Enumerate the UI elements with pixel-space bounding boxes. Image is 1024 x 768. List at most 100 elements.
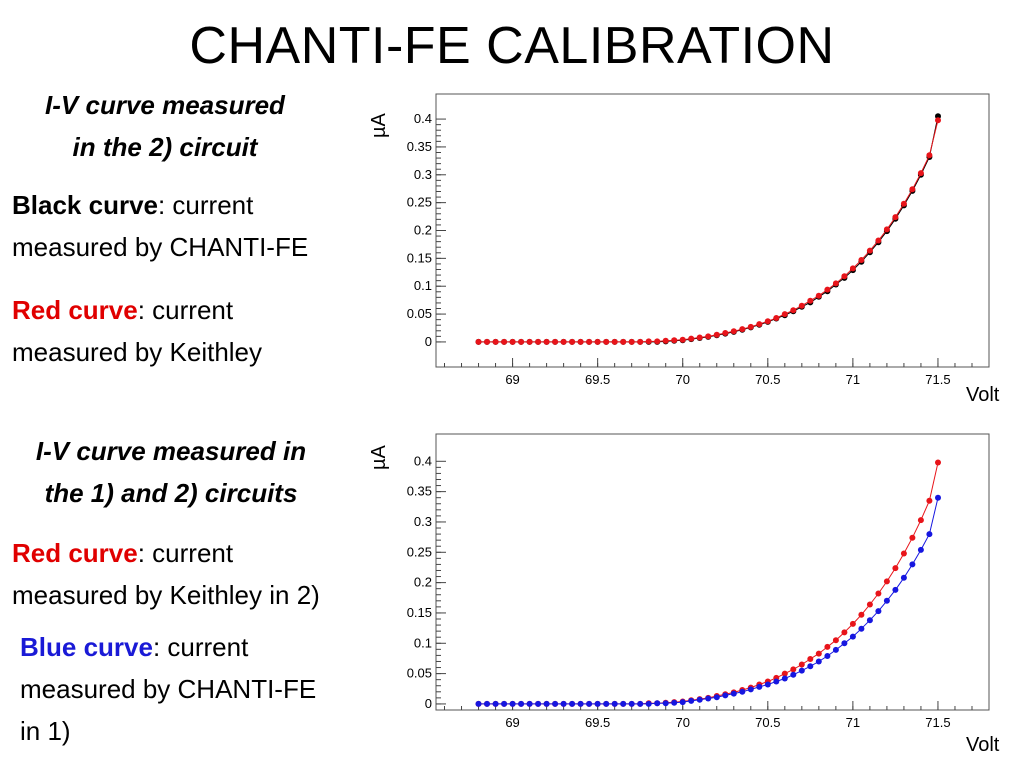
chart1-series-red-point xyxy=(875,237,882,244)
chart2-series-blue-point xyxy=(807,663,814,670)
panel1-red-description: Red curve: current measured by Keithley xyxy=(12,289,262,373)
chart1-series-red-point xyxy=(620,338,627,345)
chart1-series-red-point xyxy=(484,338,490,345)
red-curve-label: Red curve xyxy=(12,295,138,325)
red-curve-label-2: Red curve xyxy=(12,538,138,568)
chart2-series-blue-point xyxy=(832,646,839,653)
chart2-frame xyxy=(435,433,990,711)
chart2-series-blue-point xyxy=(900,574,907,581)
chart1-y-tick-label: 0.35 xyxy=(407,139,432,154)
chart1-x-tick-label: 69 xyxy=(505,372,519,387)
chart2-series-blue-point xyxy=(739,688,746,695)
chart2-series-blue-point xyxy=(730,690,737,697)
chart2-x-tick-label: 70 xyxy=(675,715,689,730)
chart2-y-tick-label: 0.35 xyxy=(407,484,432,499)
chart1-series-red-point xyxy=(756,321,763,328)
chart2-series-blue-point xyxy=(926,531,933,538)
panel2-blue-description: Blue curve: current measured by CHANTI-F… xyxy=(20,626,316,752)
chart2-series-blue-point xyxy=(909,561,916,568)
chart2-series-red-point xyxy=(900,550,907,557)
chart1-series-red-point xyxy=(586,338,593,345)
red-curve-desc1-2: : current xyxy=(137,538,234,568)
chart1-y-tick-label: 0.2 xyxy=(414,223,432,238)
chart2-series-blue-point xyxy=(781,675,788,682)
chart2-series-blue-point xyxy=(552,700,559,707)
chart1-series-red-point xyxy=(900,200,907,207)
chart2-series-blue-point xyxy=(543,700,550,707)
chart2-series-blue-point xyxy=(713,694,720,701)
chart1-series-red-point xyxy=(926,152,933,159)
chart1-series-red-point xyxy=(909,186,916,193)
chart1-series-red-point xyxy=(713,331,720,338)
chart1-x-tick-label: 70 xyxy=(675,372,689,387)
panel1-heading-line2: in the 2) circuit xyxy=(72,132,258,162)
chart1-series-red-point xyxy=(603,338,610,345)
chart2-series-red-point xyxy=(790,666,797,673)
chart2-series-red-point xyxy=(892,565,899,572)
chart1-series-red-point xyxy=(552,338,559,345)
chart2-series-blue-point xyxy=(747,686,754,693)
chart2-series-blue-point xyxy=(773,678,780,685)
chart1-series-red-point xyxy=(492,338,499,345)
chart2-series-red-point xyxy=(926,497,933,504)
chart2-series-blue-point xyxy=(935,494,941,501)
chart1-y-tick-label: 0.15 xyxy=(407,250,432,265)
chart2-series-blue-point xyxy=(841,640,848,647)
chart2-series-red-point xyxy=(807,656,814,662)
chart2-series-blue-point xyxy=(764,681,771,688)
chart2-series-blue-line xyxy=(478,497,939,705)
panel2-heading: I-V curve measured in the 1) and 2) circ… xyxy=(12,430,330,514)
chart1-xlabel: Volt xyxy=(966,384,1000,406)
chart1-series-black-line xyxy=(478,116,939,343)
chart1-series-red-point xyxy=(518,338,525,345)
chart1-x-tick-label: 71 xyxy=(846,372,860,387)
panel1-heading: I-V curve measured in the 2) circuit xyxy=(20,84,310,168)
chart2-series-blue-point xyxy=(883,597,890,604)
chart1-series-red-point xyxy=(679,336,686,343)
chart2-series-blue-point xyxy=(671,699,678,706)
chart2-series-blue-point xyxy=(722,692,729,699)
chart2-series-blue-point xyxy=(662,700,669,707)
blue-curve-desc2: measured by CHANTI-FE xyxy=(20,674,317,704)
chart1-series-red-line xyxy=(478,120,939,343)
chart1-series-red-point xyxy=(722,330,729,336)
chart2-series-red-point xyxy=(917,517,924,524)
chart1-series-red-point xyxy=(577,338,584,345)
chart1-series-red-point xyxy=(832,280,839,287)
black-curve-desc2: measured by CHANTI-FE xyxy=(12,232,309,262)
chart1-series-red-point xyxy=(594,338,601,345)
chart2-series-blue-point xyxy=(858,625,865,632)
chart1-y-tick-label: 0 xyxy=(425,334,432,349)
chart1-series-red-point xyxy=(773,315,780,321)
chart2-series-blue-point xyxy=(484,700,490,707)
chart2-x-tick-label: 69 xyxy=(505,715,519,730)
panel2-red-description: Red curve: current measured by Keithley … xyxy=(12,532,320,616)
red-curve-desc2-2: measured by Keithley in 2) xyxy=(12,580,320,610)
chart2-series-blue-point xyxy=(577,700,584,707)
chart1-series-red-point xyxy=(637,338,644,345)
chart1-x-tick-label: 69.5 xyxy=(585,372,610,387)
blue-curve-desc1: : current xyxy=(152,632,249,662)
chart2-series-red-point xyxy=(935,459,941,466)
chart1-series-red-point xyxy=(705,333,712,340)
chart1-series-red-point xyxy=(807,297,814,304)
chart2-series-red-point xyxy=(815,650,822,657)
chart2-series-blue-point xyxy=(492,700,499,707)
chart2-series-blue-point xyxy=(526,700,533,707)
chart2-series-blue-point xyxy=(603,700,610,707)
chart1-series-red-point xyxy=(866,247,873,254)
slide-title: CHANTI-FE CALIBRATION xyxy=(189,17,835,75)
chart1-y-tick-label: 0.1 xyxy=(414,278,432,293)
chart1-series-red-point xyxy=(645,338,652,345)
chart2-series-red-point xyxy=(858,611,865,618)
chart2-series-blue-point xyxy=(628,700,635,707)
chart1-series-red-point xyxy=(764,318,771,325)
chart2-y-tick-label: 0.15 xyxy=(407,605,432,620)
chart2-series-blue-point xyxy=(509,700,516,707)
chart2-y-tick-label: 0 xyxy=(425,696,432,711)
chart2-series-blue-point xyxy=(518,700,525,707)
chart2-series-blue-point xyxy=(594,700,601,707)
chart1-series-red-point xyxy=(611,338,618,345)
chart2-y-tick-label: 0.1 xyxy=(414,635,432,650)
chart1-series-red-point xyxy=(543,338,550,345)
